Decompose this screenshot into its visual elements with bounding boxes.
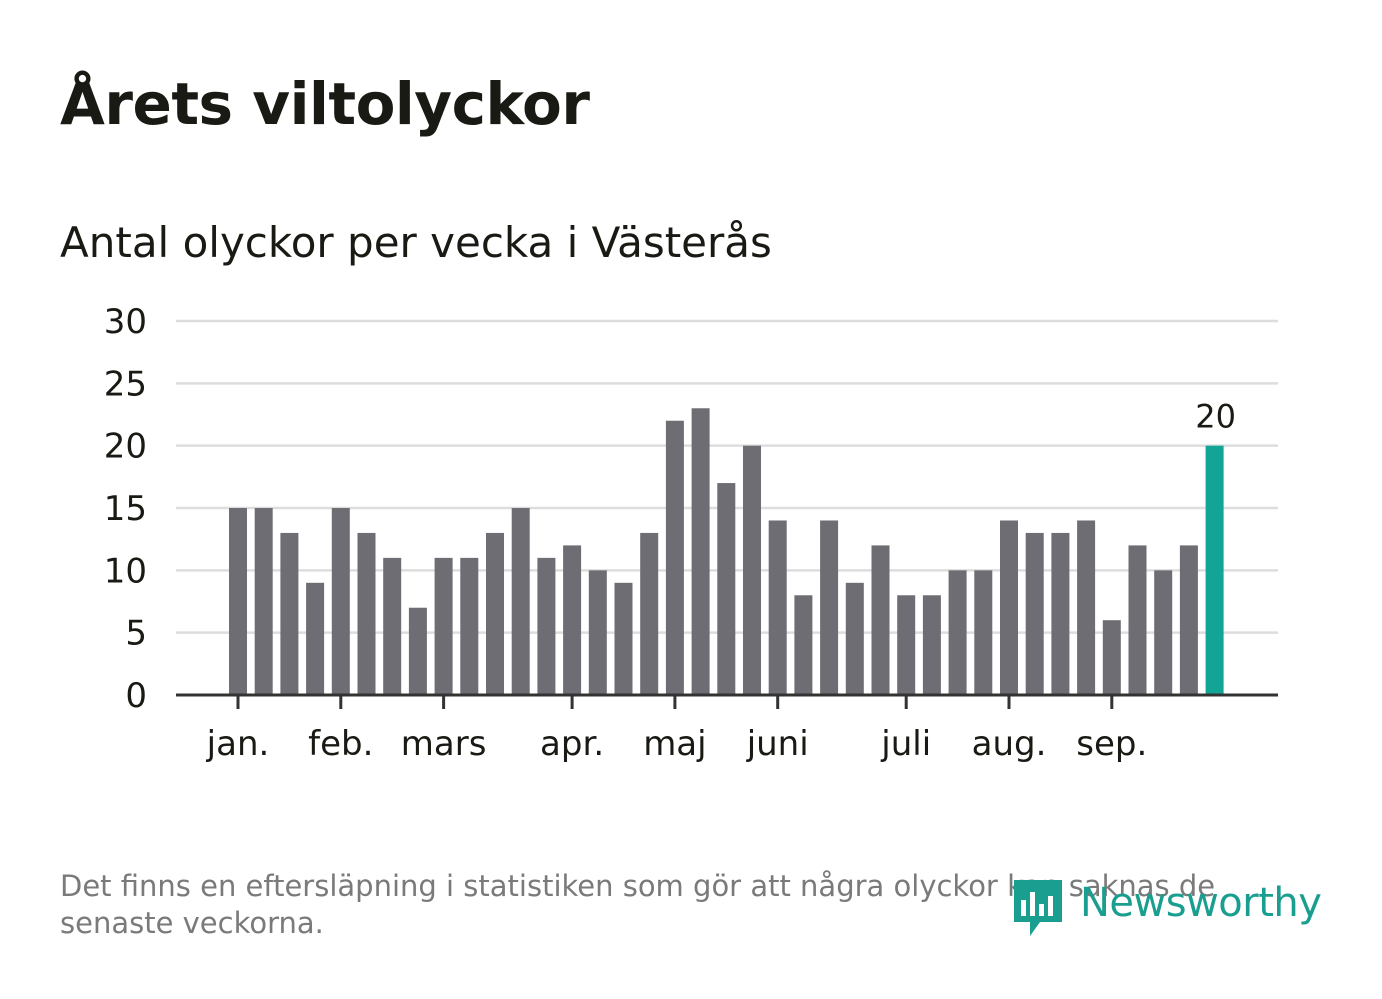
bar-week-37 — [1154, 570, 1173, 695]
bar-week-19 — [691, 408, 710, 695]
y-tick-label-15: 15 — [104, 489, 147, 529]
bar-week-27 — [897, 595, 916, 695]
y-tick-label-0: 0 — [125, 676, 147, 716]
bar-week-10 — [460, 557, 479, 695]
bar-week-4 — [306, 582, 325, 695]
y-tick-label-20: 20 — [104, 427, 147, 467]
bar-week-24 — [820, 520, 839, 695]
y-tick-label-10: 10 — [104, 551, 147, 591]
bar-week-17 — [640, 532, 659, 695]
x-tick-label-apr: apr. — [540, 724, 604, 764]
bar-week-2 — [254, 508, 273, 695]
bar-week-21 — [743, 445, 761, 695]
bar-week-23 — [794, 595, 813, 695]
bar-week-8 — [408, 607, 427, 695]
bar-week-28 — [922, 595, 941, 695]
bar-week-18 — [665, 420, 684, 695]
bar-week-6 — [357, 532, 376, 695]
bar-week-13 — [537, 557, 556, 695]
x-tick-label-sep: sep. — [1076, 724, 1147, 764]
newsworthy-logo-text: Newsworthy — [1080, 880, 1322, 926]
bar-week-39 — [1205, 445, 1224, 695]
y-tick-label-5: 5 — [125, 614, 147, 654]
x-tick-label-jan: jan. — [206, 724, 270, 764]
bar-week-25 — [845, 582, 864, 695]
chart-title: Årets viltolyckor — [60, 70, 590, 138]
x-tick-label-mars: mars — [401, 724, 487, 764]
bar-week-30 — [974, 570, 993, 695]
bar-week-11 — [486, 532, 504, 695]
chart-subtitle: Antal olyckor per vecka i Västerås — [60, 218, 772, 267]
bar-week-34 — [1077, 520, 1096, 695]
x-tick-label-feb: feb. — [308, 724, 373, 764]
bar-week-14 — [563, 545, 582, 695]
bar-week-36 — [1128, 545, 1147, 695]
bar-week-16 — [614, 582, 633, 695]
newsworthy-logo-icon — [1014, 880, 1062, 936]
x-tick-label-maj: maj — [643, 724, 706, 764]
data-labels: 20 — [1195, 398, 1236, 436]
bar-week-31 — [1000, 520, 1018, 695]
bar-week-26 — [871, 545, 890, 695]
bar-week-1 — [229, 508, 247, 695]
bar-week-15 — [588, 570, 607, 695]
x-tick-label-juli: juli — [880, 724, 931, 764]
bar-week-7 — [383, 557, 402, 695]
y-axis-ticks: 0 5 10 15 20 25 30 — [104, 302, 147, 716]
bar-week-29 — [948, 570, 967, 695]
bar-week-20 — [717, 483, 736, 695]
bar-week-3 — [280, 532, 299, 695]
bar-week-38 — [1179, 545, 1198, 695]
bar-week-5 — [331, 508, 350, 695]
x-tick-label-juni: juni — [746, 724, 809, 764]
data-label-week-39: 20 — [1195, 398, 1236, 436]
bar-week-22 — [768, 520, 787, 695]
bar-week-9 — [434, 557, 453, 695]
bar-week-32 — [1025, 532, 1044, 695]
y-tick-label-25: 25 — [104, 364, 147, 404]
bar-week-33 — [1051, 532, 1070, 695]
bar-week-12 — [511, 508, 530, 695]
x-axis: jan. feb. mars apr. maj juni juli aug. sep. — [176, 693, 1278, 764]
newsworthy-logo: Newsworthy — [1010, 876, 1330, 942]
bars — [229, 408, 1224, 695]
y-tick-label-30: 30 — [104, 302, 147, 342]
bar-week-35 — [1102, 620, 1121, 695]
x-tick-label-aug: aug. — [972, 724, 1047, 764]
